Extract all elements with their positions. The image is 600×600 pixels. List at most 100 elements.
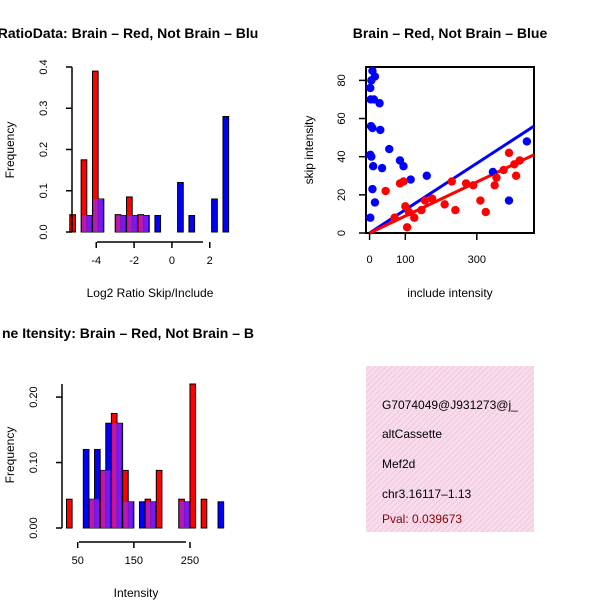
info-pval: Pval: 0.039673 xyxy=(382,512,462,526)
ratio-histogram-bar-not-brain xyxy=(188,215,196,233)
intensity-histogram-bar-overlap xyxy=(89,499,100,528)
intensity-scatter-x-tick-label: 0 xyxy=(367,254,373,266)
scatter-point-not-brain xyxy=(375,99,384,108)
scatter-point-not-brain xyxy=(368,123,377,133)
scatter-point-brain xyxy=(515,156,524,165)
ratio-histogram-x-tick-label: 2 xyxy=(207,255,213,267)
ratio-histogram-bar-not-brain xyxy=(177,182,184,233)
scatter-point-not-brain xyxy=(385,144,394,154)
info-location: chr3.16117–1.13 xyxy=(382,487,472,501)
intensity-histogram-x-ticks: 50 150 250 xyxy=(72,542,199,567)
ratio-histogram-x-ticks: -4 -2 0 2 xyxy=(91,242,213,267)
scatter-point-brain xyxy=(420,196,430,205)
scatter-point-brain xyxy=(504,148,514,158)
scatter-point-not-brain xyxy=(367,152,376,161)
scatter-point-brain xyxy=(490,181,499,190)
scatter-point-brain xyxy=(440,200,449,209)
intensity-histogram-bar-not-brain xyxy=(217,501,225,529)
intensity-histogram-y-tick-label: 0.00 xyxy=(28,517,40,538)
ratio-histogram-x-tick-label: -4 xyxy=(91,255,101,267)
scatter-point-not-brain xyxy=(366,83,375,93)
ratio-histogram-y-tick-label: 0.1 xyxy=(38,183,50,198)
intensity-scatter-y-tick-label: 0 xyxy=(336,230,348,236)
scatter-point-brain xyxy=(476,196,485,205)
scatter-point-brain xyxy=(410,213,419,222)
ratio-histogram-bar-not-brain xyxy=(211,198,218,233)
scatter-point-not-brain xyxy=(376,125,385,135)
scatter-point-brain xyxy=(427,194,437,203)
intensity-histogram-bar-brain xyxy=(200,498,208,529)
scatter-point-not-brain xyxy=(368,184,377,194)
info-box: G7074049@J931273@j_ altCassette Mef2d ch… xyxy=(366,366,534,532)
scatter-point-brain xyxy=(451,205,460,215)
intensity-histogram-bar-not-brain xyxy=(138,501,146,529)
scatter-point-not-brain xyxy=(368,162,378,171)
intensity-histogram-x-tick-label: 250 xyxy=(181,555,199,567)
intensity-scatter-x-tick-label: 300 xyxy=(468,254,486,266)
ratio-histogram-y-tick-label: 0.0 xyxy=(38,224,50,239)
ratio-histogram-x-tick-label: -2 xyxy=(129,255,139,267)
info-event-type: altCassette xyxy=(382,427,442,441)
intensity-scatter-x-label: include intensity xyxy=(407,286,492,300)
intensity-scatter-x-ticks: 0 100 300 xyxy=(367,233,486,266)
intensity-histogram-title: ne Itensity: Brain – Red, Not Brain – B xyxy=(2,325,254,341)
scatter-point-brain xyxy=(511,171,521,180)
intensity-histogram-bar-brain xyxy=(189,383,197,529)
scatter-point-brain xyxy=(402,223,412,232)
ratio-histogram-y-label: Frequency xyxy=(3,122,17,179)
ratio-histogram-y-tick-label: 0.4 xyxy=(38,59,50,74)
ratio-histogram-bar-not-brain xyxy=(154,215,162,233)
ratio-histogram-bars xyxy=(69,70,230,233)
intensity-histogram-bar-brain xyxy=(155,469,163,529)
intensity-scatter-y-tick-label: 80 xyxy=(336,74,348,86)
scatter-point-brain xyxy=(499,165,508,175)
info-gene: Mef2d xyxy=(382,457,415,471)
scatter-point-not-brain xyxy=(366,213,375,222)
scatter-point-brain xyxy=(404,207,414,217)
intensity-scatter-y-ticks: 0 20 40 60 80 xyxy=(336,74,366,236)
scatter-point-brain xyxy=(399,177,408,186)
scatter-point-not-brain xyxy=(370,198,380,207)
intensity-scatter-y-tick-label: 40 xyxy=(336,151,348,163)
ratio-histogram-bar-overlap xyxy=(82,215,92,232)
scatter-point-brain xyxy=(417,205,426,215)
intensity-scatter-frame xyxy=(365,66,535,234)
intensity-histogram-y-tick-label: 0.10 xyxy=(28,452,40,473)
ratio-histogram: RatioData: Brain – Red, Not Brain – Blu … xyxy=(0,25,258,300)
scatter-point-brain xyxy=(481,207,490,217)
intensity-scatter-title: Brain – Red, Not Brain – Blue xyxy=(353,25,548,41)
scatter-point-not-brain xyxy=(422,171,431,180)
intensity-histogram-bar-overlap xyxy=(179,501,189,528)
intensity-histogram-y-label: Frequency xyxy=(3,427,17,484)
intensity-histogram-bar-not-brain xyxy=(82,448,90,529)
scatter-point-not-brain xyxy=(377,163,387,173)
intensity-scatter-y-tick-label: 20 xyxy=(336,189,348,201)
scatter-point-not-brain xyxy=(406,175,415,184)
intensity-histogram-bar-overlap xyxy=(123,501,133,528)
intensity-histogram-bar-overlap xyxy=(101,470,111,528)
intensity-histogram-x-tick-label: 150 xyxy=(125,555,143,567)
info-id: G7074049@J931273@j_ xyxy=(382,398,518,412)
intensity-scatter-y-label: skip intensity xyxy=(302,116,316,185)
scatter-point-not-brain xyxy=(399,162,408,171)
ratio-histogram-x-label: Log2 Ratio Skip/Include xyxy=(87,286,214,300)
intensity-scatter-y-tick-label: 60 xyxy=(336,112,348,124)
scatter-point-not-brain xyxy=(504,196,514,205)
intensity-histogram-bar-overlap xyxy=(112,423,122,528)
intensity-histogram-x-label: Intensity xyxy=(114,586,159,600)
ratio-histogram-x-tick-label: 0 xyxy=(169,255,175,267)
ratio-histogram-y-tick-label: 0.3 xyxy=(38,101,50,116)
scatter-point-not-brain xyxy=(370,72,380,81)
info-box-background xyxy=(366,366,534,532)
ratio-histogram-bar-overlap xyxy=(116,215,126,232)
intensity-scatter-x-tick-label: 100 xyxy=(396,254,414,266)
scatter-point-brain xyxy=(447,177,456,186)
ratio-histogram-bar-overlap xyxy=(138,215,149,232)
intensity-histogram-bars xyxy=(65,383,225,529)
ratio-histogram-bar-not-brain xyxy=(222,116,230,233)
intensity-histogram-bar-overlap xyxy=(146,501,156,528)
intensity-scatter-points xyxy=(366,66,532,232)
intensity-histogram-x-tick-label: 50 xyxy=(72,555,84,567)
scatter-point-brain xyxy=(390,213,399,222)
